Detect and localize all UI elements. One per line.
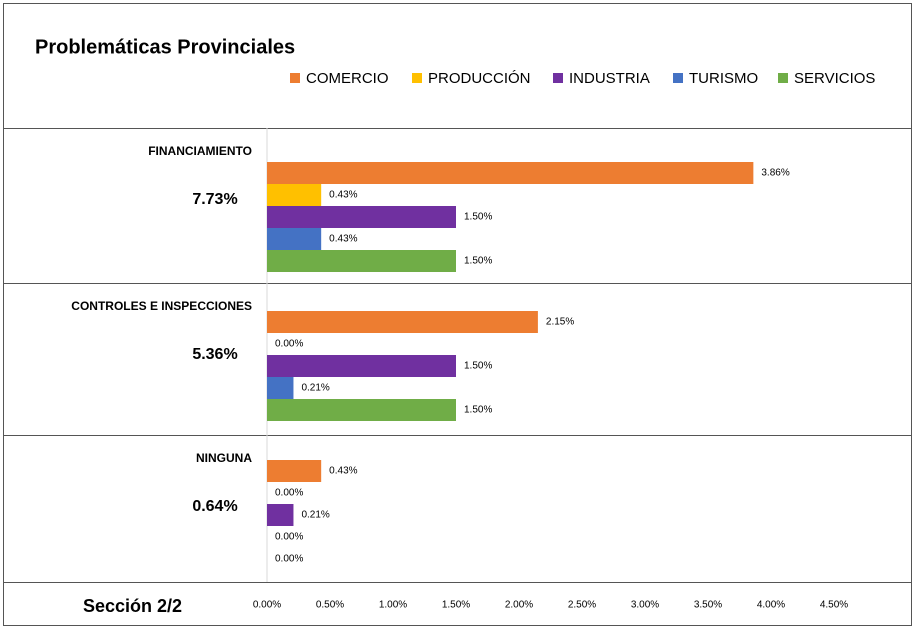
bar (267, 228, 322, 250)
value-label: 1.50% (464, 212, 492, 223)
legend-swatch (290, 73, 300, 83)
value-label: 0.00% (275, 488, 303, 499)
bar (267, 377, 294, 399)
bar (267, 184, 322, 206)
group-total: 5.36% (192, 346, 237, 363)
bar (267, 311, 538, 333)
legend-label: INDUSTRIA (569, 70, 650, 87)
bar (267, 399, 456, 421)
footer: Sección 2/2 (83, 596, 182, 616)
value-label: 2.15% (546, 317, 574, 328)
x-tick-label: 4.50% (820, 600, 848, 611)
x-tick-label: 0.50% (316, 600, 344, 611)
legend-label: PRODUCCIÓN (428, 70, 531, 87)
x-tick-label: 3.00% (631, 600, 659, 611)
bar (267, 250, 456, 272)
value-label: 1.50% (464, 361, 492, 372)
value-label: 0.21% (301, 510, 329, 521)
value-label: 0.00% (275, 532, 303, 543)
legend-label: COMERCIO (306, 70, 389, 87)
category-label: FINANCIAMIENTO (148, 144, 252, 158)
x-tick-label: 4.00% (757, 600, 785, 611)
group-total: 0.64% (192, 498, 237, 515)
x-tick-label: 1.50% (442, 600, 470, 611)
x-tick-label: 0.00% (253, 600, 281, 611)
x-tick-label: 2.50% (568, 600, 596, 611)
bar (267, 355, 456, 377)
x-tick-label: 1.00% (379, 600, 407, 611)
value-label: 1.50% (464, 405, 492, 416)
legend-swatch (778, 73, 788, 83)
value-label: 0.00% (275, 339, 303, 350)
group-total: 7.73% (192, 191, 237, 208)
value-label: 0.43% (329, 466, 357, 477)
value-label: 0.43% (329, 234, 357, 245)
value-label: 0.43% (329, 190, 357, 201)
bar (267, 162, 754, 184)
value-label: 3.86% (761, 168, 789, 179)
x-tick-label: 2.00% (505, 600, 533, 611)
category-label: NINGUNA (196, 451, 252, 465)
value-label: 0.21% (301, 383, 329, 394)
chart-title: Problemáticas Provinciales (35, 36, 295, 58)
category-label: CONTROLES E INSPECCIONES (71, 299, 252, 313)
legend-label: SERVICIOS (794, 70, 875, 87)
bar (267, 504, 294, 526)
bar (267, 206, 456, 228)
legend-swatch (412, 73, 422, 83)
legend-swatch (553, 73, 563, 83)
bar (267, 460, 322, 482)
legend-label: TURISMO (689, 70, 758, 87)
value-label: 0.00% (275, 554, 303, 565)
value-label: 1.50% (464, 256, 492, 267)
legend-swatch (673, 73, 683, 83)
x-tick-label: 3.50% (694, 600, 722, 611)
